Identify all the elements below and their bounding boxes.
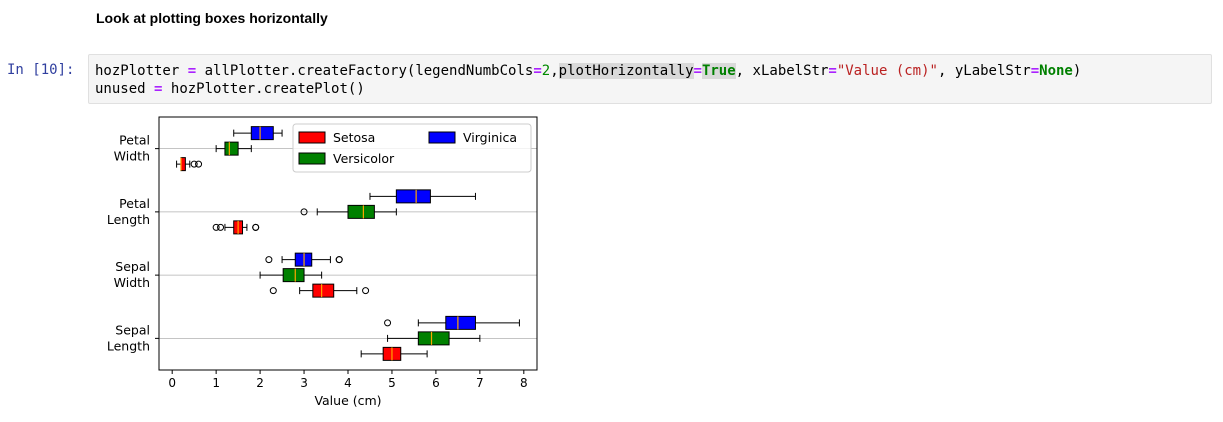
code-token-highlighted: plotHorizontally — [558, 63, 694, 79]
code-token: = — [1030, 63, 1040, 79]
box-virginica — [250, 126, 274, 141]
cell-prompt: In [10]: — [7, 62, 75, 78]
code-token: = — [693, 63, 702, 79]
code-token: "Value (cm)" — [836, 63, 938, 79]
code-token: = — [533, 63, 542, 79]
code-token: = — [187, 63, 197, 79]
outlier-point — [384, 319, 392, 327]
outlier-point — [212, 223, 220, 231]
outlier-point — [217, 223, 225, 231]
legend-label-setosa: Setosa — [333, 130, 375, 145]
box-versicolor — [224, 141, 239, 156]
outlier-point — [335, 256, 343, 264]
code-token: allPlotter.createFactory(legendNumbCols — [204, 63, 534, 79]
code-token: , xLabelStr — [735, 63, 829, 79]
code-token: None — [1039, 63, 1073, 79]
box-setosa — [180, 157, 186, 172]
y-tick-label: Petal Length — [107, 196, 150, 227]
code-token: hozPlotter — [95, 63, 180, 79]
code-token: , — [550, 63, 559, 79]
y-tick-label: Sepal Length — [107, 322, 150, 353]
y-tick-label: Sepal Width — [114, 259, 150, 290]
legend-swatch-virginica — [428, 131, 456, 144]
box-versicolor — [417, 331, 450, 346]
code-token: 2 — [541, 63, 551, 79]
legend-label-versicolor: Versicolor — [333, 151, 395, 166]
outlier-point — [265, 256, 273, 264]
x-tick-label: 7 — [476, 376, 484, 390]
code-token-highlighted: True — [701, 63, 736, 79]
code-token: unused — [95, 81, 146, 97]
box-versicolor — [282, 268, 305, 283]
box-setosa — [312, 283, 335, 298]
x-tick-label: 3 — [300, 376, 308, 390]
code-token: , yLabelStr — [937, 63, 1031, 79]
code-token: ) — [1072, 63, 1082, 79]
outlier-point — [362, 287, 370, 295]
x-tick-label: 4 — [344, 376, 352, 390]
code-cell[interactable]: hozPlotter = allPlotter.createFactory(le… — [88, 54, 1212, 104]
box-versicolor — [347, 204, 375, 219]
boxplot-chart: 0 1 2 3 4 5 6 7 8 Petal Width Petal Length Sepal Width… — [107, 116, 538, 408]
legend-swatch-versicolor — [298, 152, 326, 165]
x-tick-label: 5 — [388, 376, 396, 390]
box-virginica — [445, 315, 476, 330]
outlier-point — [252, 223, 260, 231]
outlier-point — [300, 208, 308, 216]
x-tick-label: 8 — [520, 376, 528, 390]
legend-swatch-setosa — [298, 131, 326, 144]
outlier-point — [195, 160, 203, 168]
x-tick-label: 0 — [168, 376, 176, 390]
x-axis-label: Value (cm) — [314, 393, 381, 408]
box-virginica — [395, 189, 431, 204]
code-token: = — [828, 63, 837, 79]
markdown-heading: Look at plotting boxes horizontally — [96, 10, 328, 26]
code-token: = — [154, 81, 163, 97]
y-tick-label: Petal Width — [114, 133, 150, 164]
legend-label-virginica: Virginica — [463, 130, 517, 145]
code-line-2: unused = hozPlotter.createPlot() — [95, 80, 365, 98]
outlier-point — [190, 160, 198, 168]
outlier-point — [269, 287, 277, 295]
x-tick-label: 6 — [432, 376, 440, 390]
x-tick-label: 2 — [256, 376, 264, 390]
legend-box — [292, 123, 532, 173]
x-tick-label: 1 — [212, 376, 220, 390]
code-token: hozPlotter.createPlot() — [170, 81, 365, 97]
code-line-1: hozPlotter = allPlotter.createFactory(le… — [95, 62, 1081, 80]
